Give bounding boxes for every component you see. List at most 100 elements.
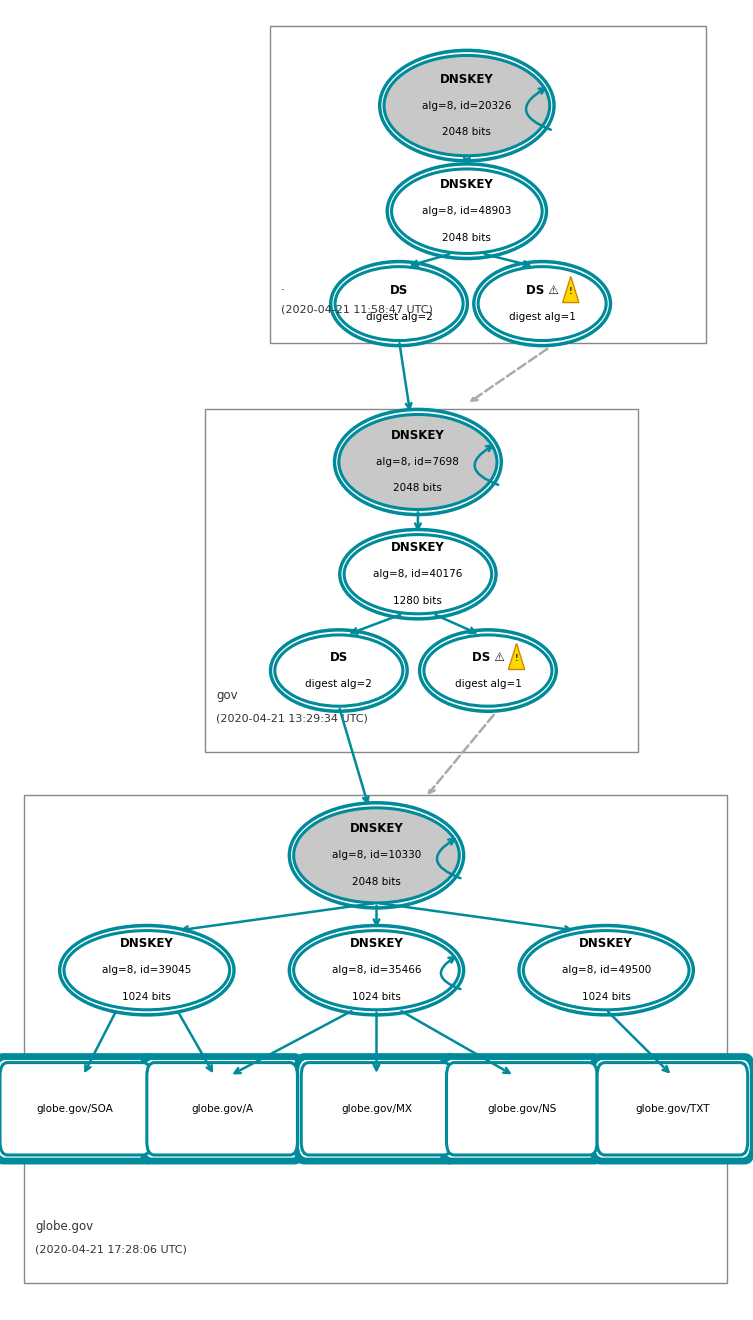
Text: DNSKEY: DNSKEY — [391, 429, 445, 442]
Ellipse shape — [421, 632, 554, 710]
FancyBboxPatch shape — [447, 1063, 597, 1155]
Text: DS: DS — [330, 651, 348, 664]
Ellipse shape — [64, 931, 230, 1010]
Ellipse shape — [333, 263, 465, 345]
FancyBboxPatch shape — [205, 409, 638, 752]
Ellipse shape — [294, 931, 459, 1010]
Text: alg=8, id=39045: alg=8, id=39045 — [102, 965, 191, 975]
FancyBboxPatch shape — [299, 1060, 454, 1158]
FancyBboxPatch shape — [591, 1055, 753, 1163]
Ellipse shape — [59, 925, 234, 1015]
FancyBboxPatch shape — [270, 26, 706, 343]
FancyBboxPatch shape — [147, 1063, 297, 1155]
Text: digest alg=1: digest alg=1 — [509, 312, 575, 322]
Text: (2020-04-21 13:29:34 UTC): (2020-04-21 13:29:34 UTC) — [216, 713, 368, 723]
Ellipse shape — [275, 635, 403, 706]
Ellipse shape — [289, 925, 464, 1015]
Text: (2020-04-21 11:58:47 UTC): (2020-04-21 11:58:47 UTC) — [281, 304, 433, 314]
Text: DNSKEY: DNSKEY — [349, 937, 404, 950]
Text: DNSKEY: DNSKEY — [120, 937, 174, 950]
Text: 1280 bits: 1280 bits — [394, 595, 442, 606]
FancyBboxPatch shape — [441, 1055, 603, 1163]
Ellipse shape — [294, 808, 459, 903]
Text: DS ⚠: DS ⚠ — [471, 651, 505, 664]
Text: 2048 bits: 2048 bits — [443, 232, 491, 243]
FancyBboxPatch shape — [145, 1060, 300, 1158]
Ellipse shape — [392, 169, 542, 253]
FancyBboxPatch shape — [301, 1063, 452, 1155]
Polygon shape — [562, 276, 579, 302]
FancyBboxPatch shape — [24, 795, 727, 1283]
Text: 2048 bits: 2048 bits — [352, 876, 401, 887]
Text: 2048 bits: 2048 bits — [394, 483, 442, 494]
Ellipse shape — [474, 261, 611, 346]
Ellipse shape — [476, 263, 608, 345]
Ellipse shape — [523, 931, 689, 1010]
Ellipse shape — [334, 409, 501, 515]
Text: alg=8, id=10330: alg=8, id=10330 — [332, 850, 421, 861]
FancyBboxPatch shape — [0, 1055, 157, 1163]
Ellipse shape — [335, 267, 463, 341]
FancyBboxPatch shape — [595, 1060, 750, 1158]
Text: DNSKEY: DNSKEY — [349, 822, 404, 836]
Ellipse shape — [424, 635, 552, 706]
Text: globe.gov/SOA: globe.gov/SOA — [37, 1104, 114, 1114]
Ellipse shape — [291, 804, 462, 906]
FancyBboxPatch shape — [141, 1055, 303, 1163]
Ellipse shape — [384, 55, 550, 156]
Text: alg=8, id=48903: alg=8, id=48903 — [422, 206, 511, 216]
Ellipse shape — [419, 630, 556, 711]
Ellipse shape — [339, 414, 497, 510]
Text: 1024 bits: 1024 bits — [582, 991, 630, 1002]
Ellipse shape — [341, 532, 494, 618]
Text: DNSKEY: DNSKEY — [579, 937, 633, 950]
FancyBboxPatch shape — [444, 1060, 599, 1158]
Text: globe.gov: globe.gov — [35, 1220, 93, 1233]
Text: !: ! — [515, 655, 518, 663]
Ellipse shape — [344, 535, 492, 614]
Text: DS ⚠: DS ⚠ — [526, 284, 559, 297]
Text: alg=8, id=35466: alg=8, id=35466 — [332, 965, 421, 975]
Text: DNSKEY: DNSKEY — [440, 73, 494, 86]
Text: (2020-04-21 17:28:06 UTC): (2020-04-21 17:28:06 UTC) — [35, 1243, 187, 1254]
Text: alg=8, id=40176: alg=8, id=40176 — [373, 569, 462, 579]
Text: !: ! — [569, 288, 572, 296]
Ellipse shape — [478, 267, 606, 341]
Text: alg=8, id=7698: alg=8, id=7698 — [376, 457, 459, 467]
Ellipse shape — [331, 261, 468, 346]
Ellipse shape — [273, 632, 405, 710]
Text: globe.gov/A: globe.gov/A — [191, 1104, 253, 1114]
Ellipse shape — [380, 50, 554, 161]
Text: globe.gov/MX: globe.gov/MX — [341, 1104, 412, 1114]
Ellipse shape — [270, 630, 407, 711]
Text: 2048 bits: 2048 bits — [443, 127, 491, 137]
FancyBboxPatch shape — [0, 1060, 153, 1158]
Ellipse shape — [62, 927, 232, 1014]
FancyBboxPatch shape — [597, 1063, 748, 1155]
Text: globe.gov/TXT: globe.gov/TXT — [636, 1104, 709, 1114]
Text: 1024 bits: 1024 bits — [123, 991, 171, 1002]
Text: alg=8, id=20326: alg=8, id=20326 — [422, 100, 511, 111]
Ellipse shape — [291, 927, 462, 1014]
Ellipse shape — [387, 164, 547, 259]
Polygon shape — [508, 643, 525, 669]
Ellipse shape — [389, 166, 545, 256]
Text: alg=8, id=49500: alg=8, id=49500 — [562, 965, 651, 975]
Ellipse shape — [289, 803, 464, 908]
Text: DS: DS — [390, 284, 408, 297]
Text: 1024 bits: 1024 bits — [352, 991, 401, 1002]
Text: DNSKEY: DNSKEY — [391, 541, 445, 554]
Ellipse shape — [340, 529, 496, 619]
Text: digest alg=2: digest alg=2 — [366, 312, 432, 322]
Text: globe.gov/NS: globe.gov/NS — [487, 1104, 556, 1114]
Ellipse shape — [521, 927, 692, 1014]
FancyBboxPatch shape — [295, 1055, 458, 1163]
Ellipse shape — [519, 925, 694, 1015]
Text: .: . — [281, 280, 285, 293]
Ellipse shape — [336, 412, 500, 512]
FancyBboxPatch shape — [0, 1063, 151, 1155]
Text: digest alg=2: digest alg=2 — [306, 678, 372, 689]
Text: DNSKEY: DNSKEY — [440, 178, 494, 191]
Text: digest alg=1: digest alg=1 — [455, 678, 521, 689]
Text: gov: gov — [216, 689, 238, 702]
